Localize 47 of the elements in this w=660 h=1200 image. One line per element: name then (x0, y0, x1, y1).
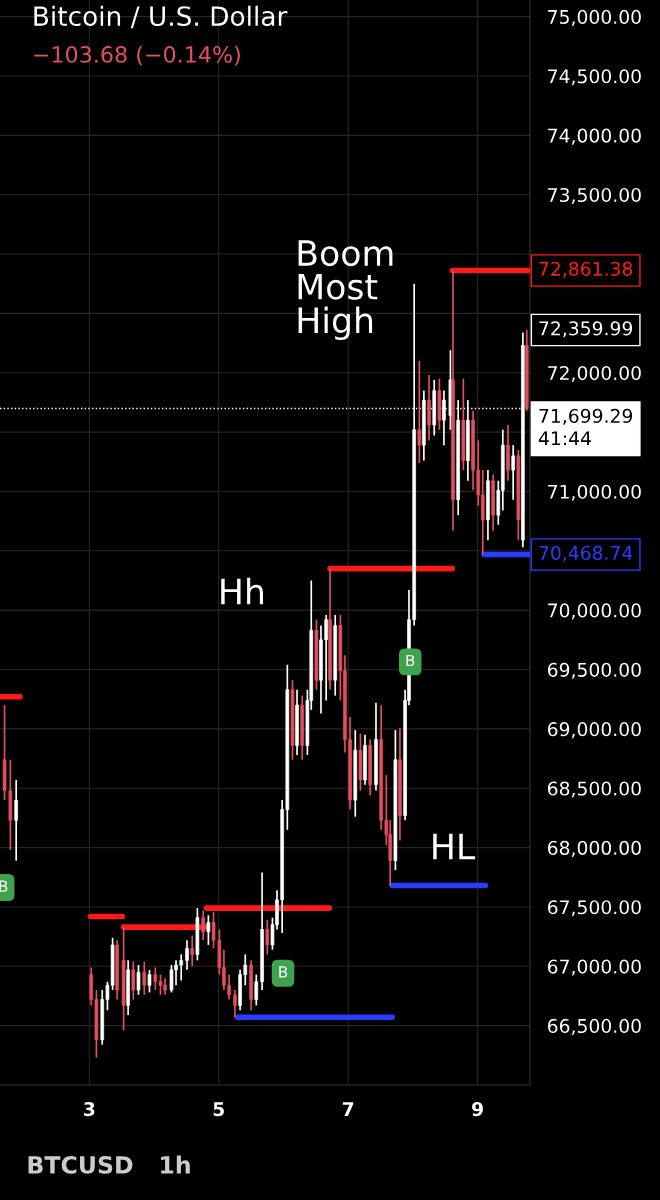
annotation: Boom Most High (298, 240, 393, 341)
data-label: 70,468.74 (539, 545, 633, 562)
candlestick (185, 939, 189, 971)
x-tick-label: 3 (84, 1102, 95, 1117)
annotation: HL (433, 833, 476, 860)
y-tick-label: 68,500.00 (547, 781, 641, 798)
y-tick-label: 73,500.00 (548, 187, 641, 204)
x-tick-label: 5 (213, 1102, 224, 1117)
candlestick (417, 360, 422, 464)
candlestick (169, 964, 174, 994)
candlestick (14, 779, 18, 862)
y-tick-label: 67,000.00 (547, 959, 641, 976)
candlestick (136, 964, 141, 996)
candlestick (233, 989, 237, 1019)
annotation: Hh (221, 577, 263, 605)
y-tick-label: 72,000.00 (548, 365, 641, 383)
data-label: 72,861.38 (539, 261, 633, 278)
chart-title: Bitcoin / U.S. Dollar (34, 5, 288, 29)
text: BTCUSD (28, 1155, 133, 1174)
y-tick-label: 74,000.00 (548, 128, 641, 145)
y-tick-label: 75,000.00 (548, 9, 641, 26)
y-tick-label: 69,000.00 (547, 722, 641, 739)
y-tick-label: 67,500.00 (547, 900, 641, 917)
x-tick-label: 7 (342, 1102, 354, 1116)
candlestick (142, 960, 147, 996)
annotation: B (0, 880, 8, 892)
candlestick (131, 960, 136, 1001)
y-tick-label: 69,500.00 (547, 662, 641, 679)
x-tick-label: 9 (472, 1102, 483, 1117)
candlestick (511, 444, 515, 501)
text: 1h (161, 1155, 190, 1174)
y-tick-label: 74,500.00 (548, 69, 641, 86)
annotation: B (406, 654, 415, 667)
candlestick (254, 973, 259, 1007)
text: 72,359.99 (539, 321, 633, 338)
ref-line-label: 71,699.29 41:44 (538, 408, 633, 446)
y-tick-label: 68,000.00 (547, 840, 641, 857)
candlestick (147, 969, 152, 994)
y-tick-label: 70,000.00 (548, 603, 641, 620)
candlestick (265, 919, 270, 956)
text: −103.68 (−0.14%) (34, 45, 240, 66)
candlestick (190, 934, 194, 968)
annotation: B (279, 966, 288, 978)
y-tick-label: 66,500.00 (547, 1018, 641, 1035)
candlestick (206, 914, 211, 946)
candlestick (201, 909, 206, 942)
y-tick-label: 71,000.00 (548, 484, 641, 501)
